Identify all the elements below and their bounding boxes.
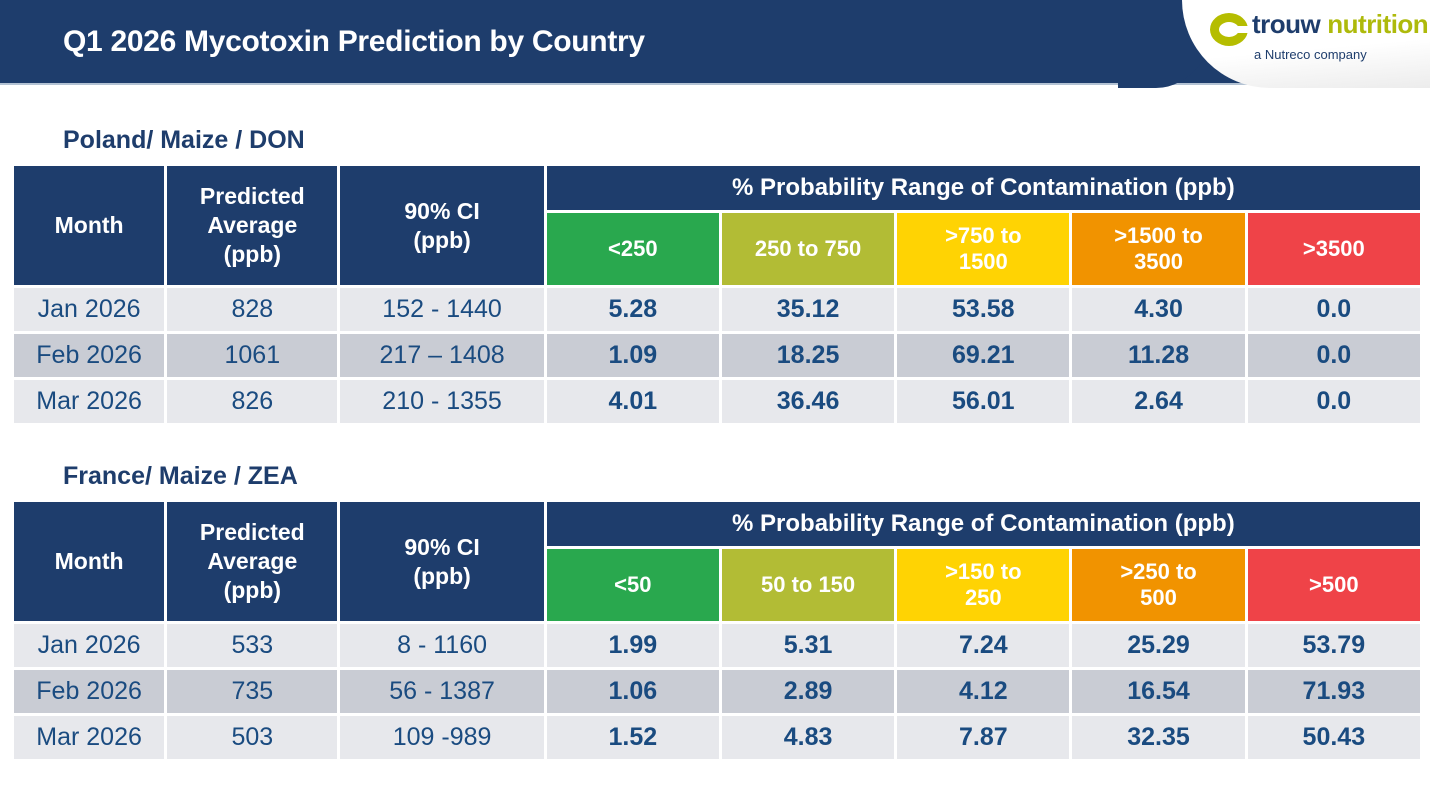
col-header-predicted-average: Predicted Average (ppb) [167, 166, 338, 285]
prob-cell: 4.83 [721, 716, 895, 759]
range-header-lime: 50 to 150 [721, 549, 895, 621]
month-cell: Jan 2026 [14, 624, 165, 667]
header-row-1: Month Predicted Average (ppb) 90% CI (pp… [14, 502, 1420, 621]
prob-cell: 2.64 [1072, 380, 1245, 423]
prob-cell: 0.0 [1247, 334, 1420, 377]
col-header-predicted-average: Predicted Average (ppb) [167, 502, 338, 621]
section-title-poland: Poland/ Maize / DON [63, 126, 305, 154]
col-header-ci: 90% CI (ppb) [340, 166, 544, 285]
prob-cell: 36.46 [721, 380, 895, 423]
prob-cell: 25.29 [1072, 624, 1245, 667]
range-header-yellow: >150 to 250 [897, 549, 1070, 621]
prediction-table-poland: Month Predicted Average (ppb) 90% CI (pp… [11, 163, 1423, 426]
avg-cell: 828 [167, 288, 338, 331]
col-header-month: Month [14, 166, 165, 285]
prob-cell: 1.06 [546, 670, 719, 713]
prob-cell: 7.87 [897, 716, 1070, 759]
table-row: Jan 2026 533 8 - 1160 1.99 5.31 7.24 25.… [14, 624, 1420, 667]
avg-cell: 735 [167, 670, 338, 713]
range-header-green: <50 [546, 549, 719, 621]
ci-cell: 210 - 1355 [340, 380, 544, 423]
prob-cell: 7.24 [897, 624, 1070, 667]
prob-cell: 32.35 [1072, 716, 1245, 759]
section-title-france: France/ Maize / ZEA [63, 462, 298, 490]
prob-cell: 5.28 [546, 288, 719, 331]
prob-cell: 53.58 [897, 288, 1070, 331]
prob-cell: 50.43 [1247, 716, 1420, 759]
ci-cell: 152 - 1440 [340, 288, 544, 331]
prob-cell: 0.0 [1247, 380, 1420, 423]
col-header-ci: 90% CI (ppb) [340, 502, 544, 621]
prob-cell: 35.12 [721, 288, 895, 331]
logo-wordmark: trouw nutrition [1252, 9, 1429, 40]
logo-word-trouw: trouw [1252, 9, 1321, 39]
table-row: Mar 2026 826 210 - 1355 4.01 36.46 56.01… [14, 380, 1420, 423]
probability-band-header: % Probability Range of Contamination (pp… [546, 166, 1420, 210]
range-header-orange: >250 to 500 [1072, 549, 1245, 621]
ci-cell: 56 - 1387 [340, 670, 544, 713]
month-cell: Feb 2026 [14, 334, 165, 377]
prob-cell: 56.01 [897, 380, 1070, 423]
page-title: Q1 2026 Mycotoxin Prediction by Country [63, 25, 645, 58]
logo-panel: trouw nutrition a Nutreco company [1182, 0, 1430, 88]
prob-cell: 53.79 [1247, 624, 1420, 667]
month-cell: Feb 2026 [14, 670, 165, 713]
month-cell: Mar 2026 [14, 716, 165, 759]
prob-cell: 1.52 [546, 716, 719, 759]
prob-cell: 1.99 [546, 624, 719, 667]
range-header-red: >500 [1247, 549, 1420, 621]
trouw-nutrition-logo-icon [1210, 13, 1252, 46]
prediction-table-france: Month Predicted Average (ppb) 90% CI (pp… [11, 499, 1423, 762]
title-bar: Q1 2026 Mycotoxin Prediction by Country … [0, 0, 1430, 88]
prob-cell: 71.93 [1247, 670, 1420, 713]
range-header-lime: 250 to 750 [721, 213, 895, 285]
avg-cell: 533 [167, 624, 338, 667]
table-row: Feb 2026 735 56 - 1387 1.06 2.89 4.12 16… [14, 670, 1420, 713]
table-row: Mar 2026 503 109 -989 1.52 4.83 7.87 32.… [14, 716, 1420, 759]
table-row: Feb 2026 1061 217 – 1408 1.09 18.25 69.2… [14, 334, 1420, 377]
avg-cell: 1061 [167, 334, 338, 377]
prob-cell: 16.54 [1072, 670, 1245, 713]
prob-cell: 1.09 [546, 334, 719, 377]
avg-cell: 503 [167, 716, 338, 759]
prob-cell: 69.21 [897, 334, 1070, 377]
logo-tagline: a Nutreco company [1254, 47, 1367, 62]
ci-cell: 8 - 1160 [340, 624, 544, 667]
range-header-green: <250 [546, 213, 719, 285]
prob-cell: 5.31 [721, 624, 895, 667]
month-cell: Mar 2026 [14, 380, 165, 423]
range-header-yellow: >750 to 1500 [897, 213, 1070, 285]
avg-cell: 826 [167, 380, 338, 423]
prob-cell: 2.89 [721, 670, 895, 713]
prob-cell: 4.30 [1072, 288, 1245, 331]
prob-cell: 18.25 [721, 334, 895, 377]
logo-word-nutrition: nutrition [1327, 9, 1429, 39]
header-row-2: <50 50 to 150 >150 to 250 >250 to 500 >5… [14, 549, 1420, 621]
range-header-red: >3500 [1247, 213, 1420, 285]
probability-band-header: % Probability Range of Contamination (pp… [546, 502, 1420, 546]
header-row-2: <250 250 to 750 >750 to 1500 >1500 to 35… [14, 213, 1420, 285]
prob-cell: 4.01 [546, 380, 719, 423]
prob-cell: 4.12 [897, 670, 1070, 713]
ci-cell: 109 -989 [340, 716, 544, 759]
col-header-month: Month [14, 502, 165, 621]
prob-cell: 11.28 [1072, 334, 1245, 377]
table-row: Jan 2026 828 152 - 1440 5.28 35.12 53.58… [14, 288, 1420, 331]
range-header-orange: >1500 to 3500 [1072, 213, 1245, 285]
prob-cell: 0.0 [1247, 288, 1420, 331]
ci-cell: 217 – 1408 [340, 334, 544, 377]
header-row-1: Month Predicted Average (ppb) 90% CI (pp… [14, 166, 1420, 285]
month-cell: Jan 2026 [14, 288, 165, 331]
